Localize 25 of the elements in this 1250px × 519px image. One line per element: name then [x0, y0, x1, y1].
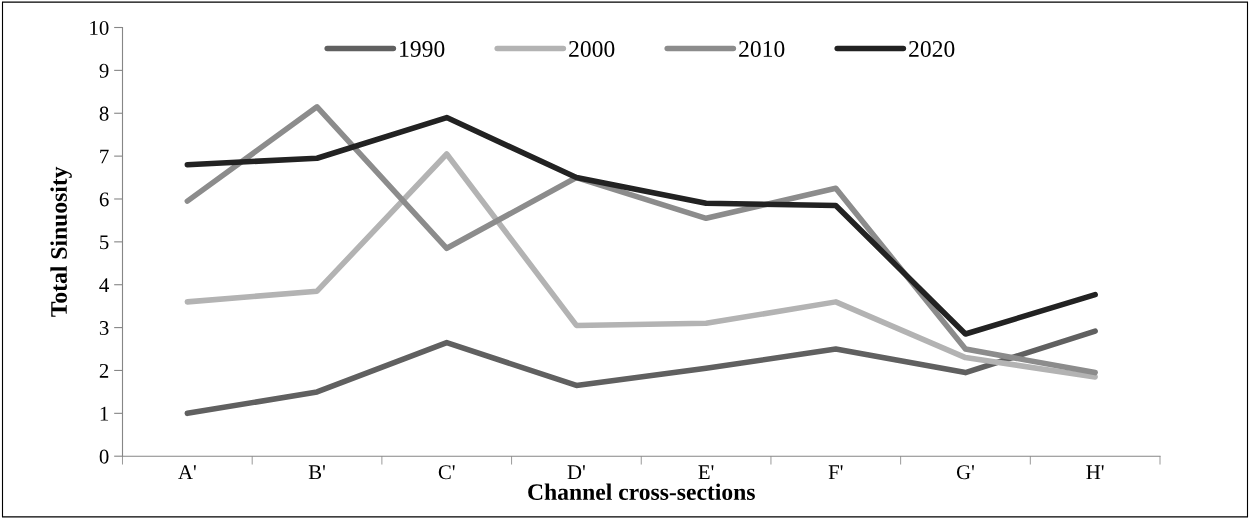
x-tick-label: C': [438, 465, 455, 480]
y-tick-label: 2: [99, 363, 109, 378]
y-tick-label: 1: [100, 406, 109, 421]
x-tick-label: B': [308, 465, 325, 480]
x-tick-label: F': [828, 465, 843, 479]
x-tick-label: E': [698, 465, 714, 479]
y-tick-label: 5: [100, 235, 109, 250]
x-tick-label: G': [956, 465, 974, 480]
legend-label: 2010: [739, 41, 785, 57]
x-tick-label: D': [567, 465, 585, 480]
legend-label: 2020: [909, 41, 955, 57]
y-tick-label: 10: [90, 20, 109, 35]
y-tick-label: 7: [100, 149, 109, 164]
y-tick-label: 0: [99, 449, 109, 464]
legend-label: 1990: [400, 41, 445, 57]
y-tick-label: 6: [99, 192, 109, 207]
legend-label: 2000: [569, 41, 615, 57]
y-axis-title: Total Sinuosity: [50, 166, 72, 317]
x-tick-label: A': [178, 465, 196, 479]
y-tick-label: 4: [99, 278, 109, 292]
y-tick-label: 3: [99, 321, 109, 336]
x-tick-label: H': [1086, 465, 1104, 479]
y-tick-label: 9: [99, 63, 109, 78]
x-axis-title: Channel cross-sections: [528, 483, 755, 501]
y-tick-label: 8: [99, 106, 109, 121]
